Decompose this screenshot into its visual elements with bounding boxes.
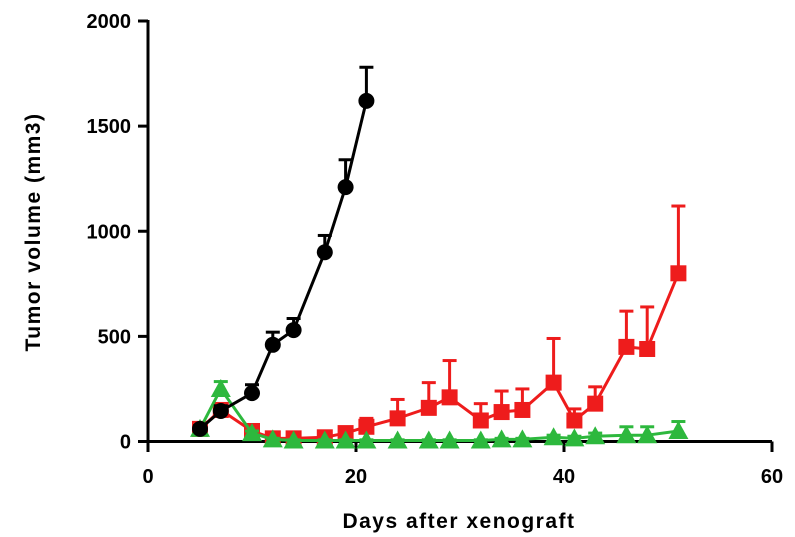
ticks: 0 500 1000 1500 2000 0 20 40 60 (87, 11, 784, 488)
data-point (358, 92, 375, 109)
x-tick-label: 0 (142, 466, 153, 488)
series-square (192, 204, 687, 447)
data-point (285, 322, 302, 339)
x-tick-label: 20 (345, 466, 367, 488)
y-tick-label: 2000 (87, 11, 132, 33)
y-axis-title: Tumor volume (mm3) (22, 113, 45, 352)
data-point (470, 430, 491, 449)
data-point (262, 429, 283, 448)
x-tick-label: 40 (553, 466, 575, 488)
data-point (212, 403, 229, 420)
data-point (264, 336, 281, 353)
series-layer (190, 65, 689, 449)
data-point (512, 429, 533, 448)
data-point (493, 404, 510, 421)
data-point (335, 430, 356, 449)
data-point (564, 428, 585, 447)
y-tick-label: 0 (120, 432, 131, 454)
data-point (356, 430, 377, 449)
series-line (199, 100, 368, 431)
data-point (616, 425, 637, 444)
data-point (585, 426, 606, 445)
data-point (418, 430, 439, 449)
data-point (441, 389, 458, 406)
data-point (387, 430, 408, 449)
data-point (545, 374, 562, 391)
data-point (618, 338, 635, 355)
data-point (358, 418, 375, 435)
data-point (210, 378, 231, 397)
data-point (670, 265, 687, 282)
data-point (587, 395, 604, 412)
data-point (639, 340, 656, 357)
y-tick-label: 1500 (87, 116, 132, 138)
data-point (472, 412, 489, 429)
data-point (439, 430, 460, 449)
series-circle (192, 65, 375, 437)
data-point (316, 244, 333, 261)
data-point (244, 385, 260, 402)
data-point (283, 430, 304, 449)
x-tick-label: 60 (761, 466, 783, 488)
data-point (389, 410, 406, 427)
data-point (337, 179, 354, 196)
data-point (566, 412, 583, 429)
y-tick-label: 1000 (87, 221, 132, 243)
x-axis-title: Days after xenograft (342, 510, 575, 533)
data-point (543, 427, 564, 446)
data-point (491, 429, 512, 448)
data-point (420, 399, 437, 416)
data-point (192, 420, 208, 437)
data-point (637, 425, 658, 444)
data-point (668, 420, 689, 439)
series-triangle (190, 378, 689, 449)
data-point (242, 423, 262, 442)
data-point (514, 401, 531, 418)
series-line (198, 272, 680, 440)
y-tick-label: 500 (98, 326, 131, 348)
data-point (314, 430, 335, 449)
